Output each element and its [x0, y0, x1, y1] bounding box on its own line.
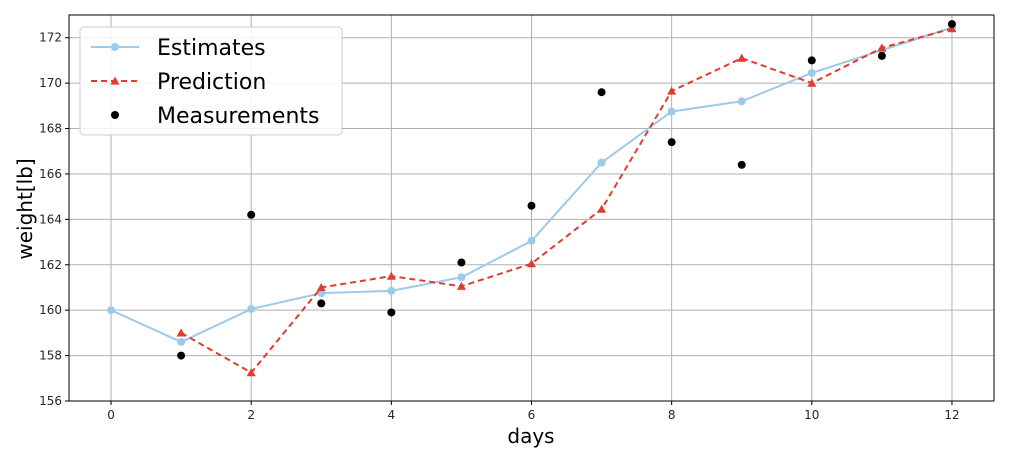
measurement-point [597, 88, 606, 97]
measurement-point [877, 51, 886, 60]
legend-box [79, 26, 343, 136]
y-tick-label: 160 [39, 303, 62, 317]
measurement-point [457, 258, 466, 267]
prediction-point [807, 78, 817, 87]
series-measurements [177, 20, 956, 360]
prediction-point [456, 281, 466, 290]
legend-label: Prediction [157, 70, 266, 95]
legend-label: Estimates [157, 36, 266, 61]
measurement-point [387, 308, 396, 317]
prediction-point [316, 282, 326, 292]
legend: Estimates Prediction Measurements [79, 26, 343, 136]
legend-marker [111, 43, 119, 51]
prediction-point [667, 86, 677, 95]
estimate-point [597, 158, 606, 167]
y-axis-label: weight[lb] [13, 158, 37, 259]
prediction-point [947, 24, 957, 33]
x-tick-label: 12 [944, 408, 959, 422]
x-tick-label: 2 [247, 408, 255, 422]
prediction-point [877, 43, 887, 52]
ticks: 0 2 4 6 8 10 12 156 158 160 162 164 166 168 170 172 [39, 31, 960, 422]
prediction-point [527, 259, 536, 268]
y-tick-label: 168 [39, 122, 62, 136]
measurement-point [247, 210, 256, 219]
estimate-point [527, 236, 536, 245]
legend-label: Measurements [157, 104, 320, 129]
estimate-point [737, 97, 746, 106]
estimate-point [247, 305, 256, 314]
prediction-point [246, 368, 256, 377]
legend-entry-prediction: Prediction [91, 70, 266, 95]
measurement-point [317, 299, 326, 308]
measurement-point [807, 56, 816, 65]
legend-marker [111, 111, 119, 119]
measurement-point [527, 201, 536, 210]
measurement-point [177, 351, 186, 360]
x-tick-label: 0 [107, 408, 115, 422]
series-layer [107, 20, 957, 377]
y-tick-label: 170 [39, 76, 62, 90]
legend-entry-measurements: Measurements [111, 104, 320, 129]
y-tick-label: 156 [39, 394, 62, 408]
y-tick-label: 172 [39, 31, 62, 45]
prediction-point [597, 204, 607, 213]
y-tick-label: 158 [39, 349, 62, 363]
estimate-point [387, 286, 396, 295]
estimate-point [317, 289, 326, 298]
estimate-point [457, 273, 466, 282]
prediction-point [737, 53, 747, 62]
measurement-point [947, 20, 956, 29]
prediction-point [386, 271, 396, 280]
estimate-point [667, 107, 676, 116]
x-axis-label: days [507, 424, 554, 448]
y-tick-label: 162 [39, 258, 62, 272]
prediction-point [176, 328, 186, 337]
x-tick-label: 8 [668, 408, 676, 422]
legend-entry-estimates: Estimates [91, 36, 266, 61]
estimate-point [807, 68, 816, 77]
x-tick-label: 6 [528, 408, 536, 422]
y-tick-label: 164 [39, 212, 62, 226]
measurement-point [667, 138, 676, 147]
estimate-point [107, 306, 116, 315]
y-tick-label: 166 [39, 167, 62, 181]
x-tick-label: 4 [388, 408, 396, 422]
x-tick-label: 10 [804, 408, 819, 422]
estimate-point [177, 337, 186, 346]
legend-marker [110, 76, 120, 85]
series-line-prediction [180, 27, 953, 374]
series-prediction [176, 24, 957, 377]
measurement-point [737, 160, 746, 169]
